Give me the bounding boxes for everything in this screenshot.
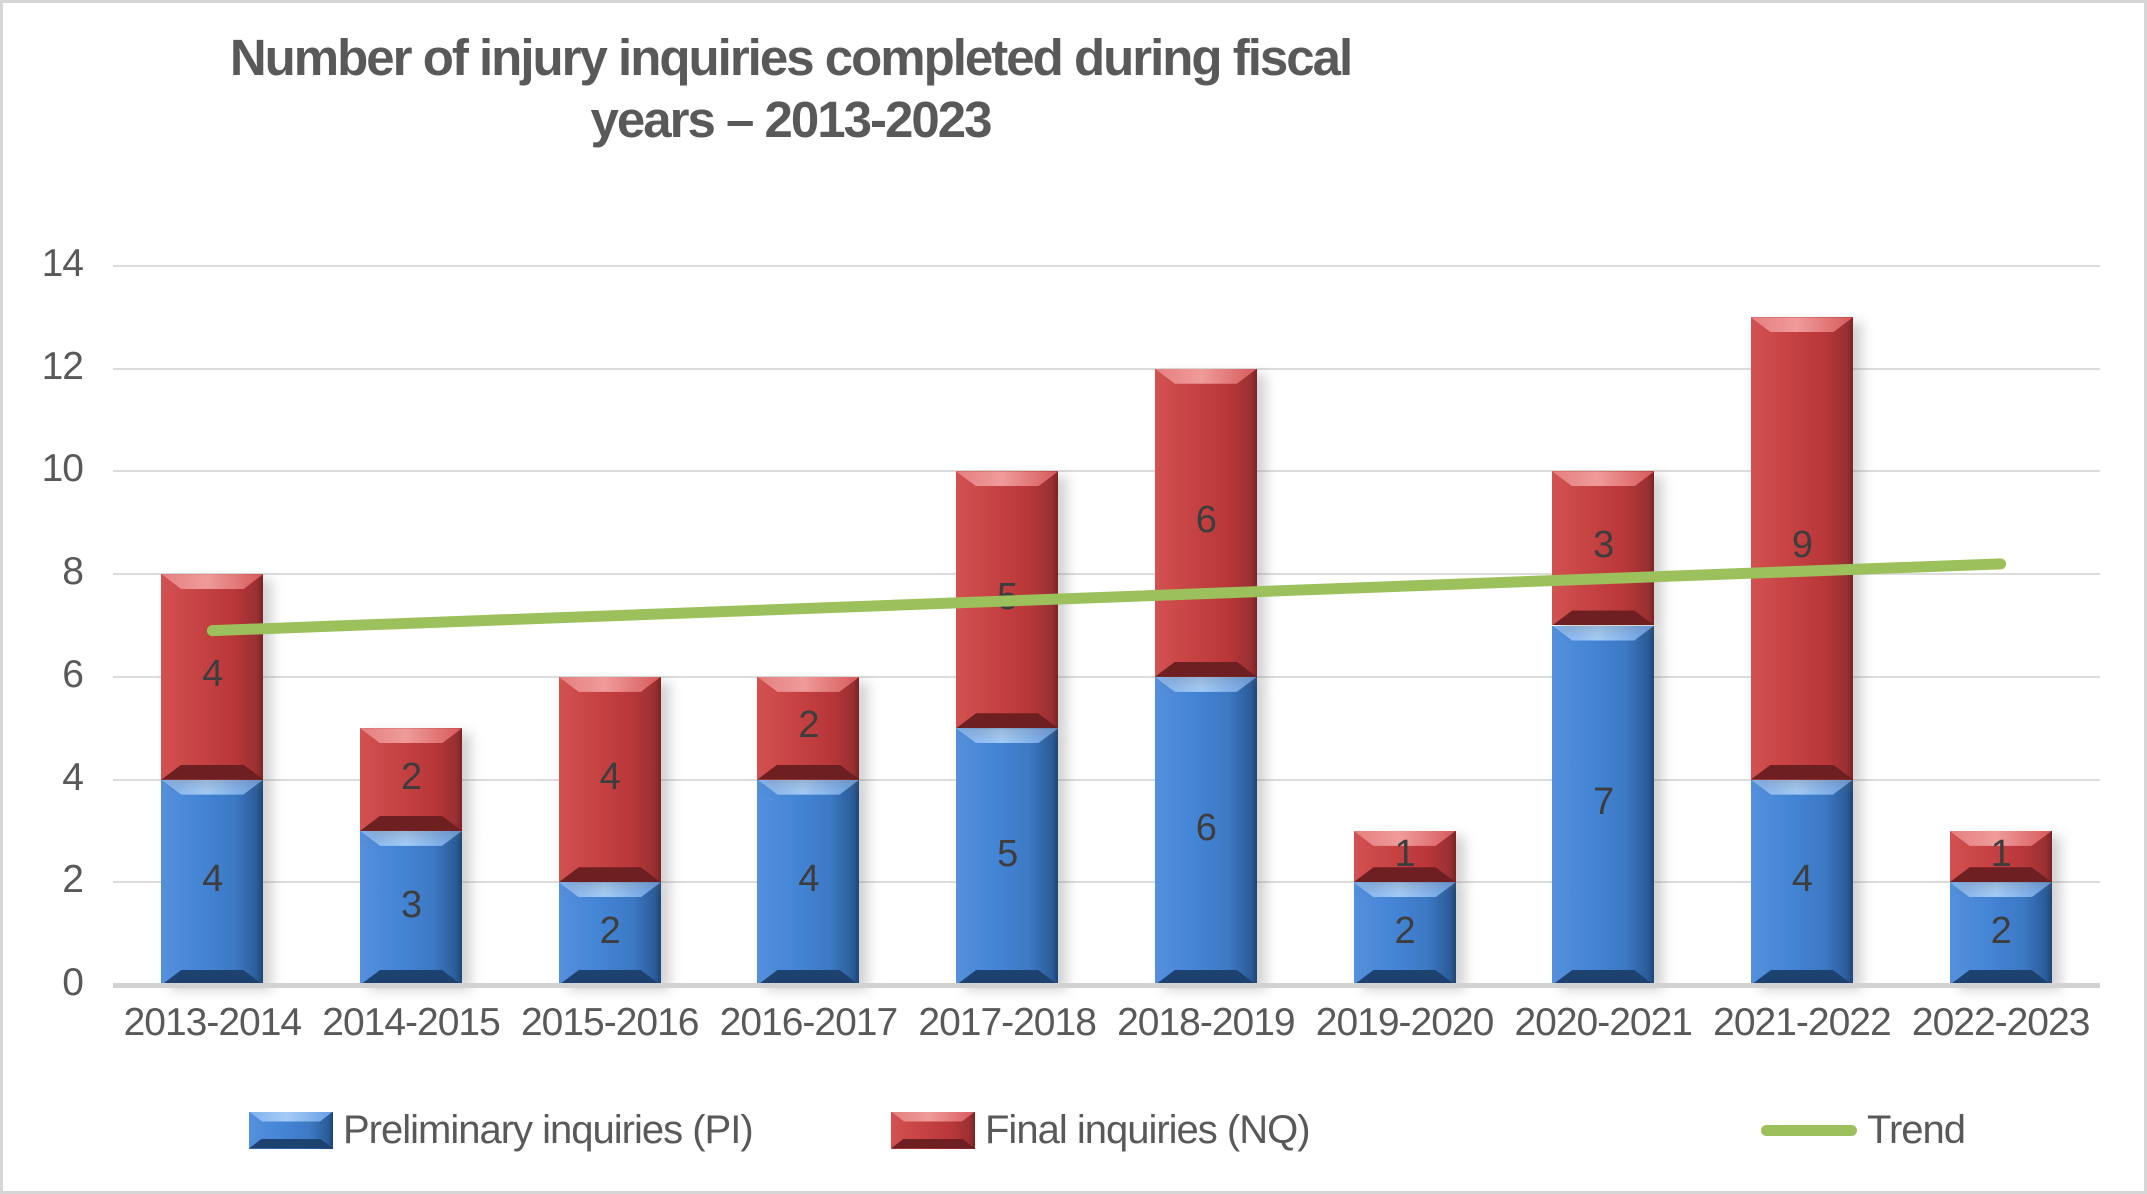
bar-segment-preliminary [161,779,264,985]
x-axis-label: 2019-2020 [1315,1001,1495,1044]
x-axis-label: 2013-2014 [123,1001,303,1044]
y-tick-label: 10 [41,447,84,491]
y-tick-label: 8 [62,550,84,594]
bar-value-label: 6 [1195,806,1217,849]
legend-item-preliminary: Preliminary inquiries (PI) [249,1104,754,1156]
bar-value-label: 5 [997,832,1018,875]
legend-label: Trend [1867,1107,1966,1152]
bar-segment-preliminary [1949,882,2052,985]
legend-label: Preliminary inquiries (PI) [343,1107,754,1152]
bar-value-label: 4 [599,755,621,798]
y-tick-label: 2 [62,858,84,902]
bar-value-label: 4 [1791,858,1813,901]
x-axis-label: 2021-2022 [1713,1001,1892,1044]
bar-segment-preliminary [956,728,1059,985]
legend-label: Final inquiries (NQ) [985,1107,1311,1152]
bar-value-label: 7 [1593,781,1614,824]
bar-segment-preliminary [1353,882,1456,985]
chart-title: Number of injury inquiries completed dur… [113,27,1468,151]
bar-value-label: 5 [997,575,1018,618]
bar-segment-final [757,676,860,780]
bar-segment-preliminary [360,830,463,985]
bar-segment-preliminary [757,779,860,985]
chart-title-line2: years – 2013-2023 [590,91,993,149]
y-tick-label: 4 [62,755,84,799]
bar-value-label: 3 [1593,524,1614,567]
bar-segment-final [558,676,661,883]
bar-value-label: 2 [798,704,819,747]
gridline [113,265,2100,267]
bar-value-label: 1 [1394,832,1415,875]
legend-item-final: Final inquiries (NQ) [891,1104,1311,1156]
bar-value-label: 2 [400,755,422,798]
bar-segment-final [1353,830,1456,883]
bar-value-label: 3 [400,883,422,926]
gridline [113,367,2100,370]
bar-value-label: 2 [599,909,621,952]
legend-line-green-icon [1761,1124,1857,1136]
x-axis-label: 2022-2023 [1911,1001,2091,1044]
legend-item-trend: Trend [1761,1104,1966,1156]
bar-value-label: 9 [1791,524,1813,567]
x-axis-label: 2016-2017 [719,1001,899,1044]
bar-value-label: 4 [798,858,819,901]
y-tick-label: 12 [41,344,84,388]
x-axis-label: 2018-2019 [1117,1001,1296,1044]
legend-swatch-blue-icon [249,1111,333,1149]
bar-value-label: 4 [202,858,223,901]
bar-value-label: 1 [1990,832,2012,875]
bar-segment-preliminary [1154,676,1257,985]
x-axis-label: 2014-2015 [322,1001,501,1044]
bar-segment-final [360,728,463,831]
legend: Preliminary inquiries (PI) Final inquiri… [3,1104,2144,1156]
bar-value-label: 6 [1195,498,1217,541]
gridline [113,675,2100,678]
bar-segment-final [1750,317,1853,780]
gridline [113,881,2100,884]
bar-segment-final [1949,830,2052,883]
bar-segment-preliminary [1552,625,1655,985]
x-axis-label: 2015-2016 [520,1001,700,1044]
y-tick-label: 14 [41,242,84,285]
bar-segment-preliminary [1750,779,1853,985]
x-axis-label: 2020-2021 [1514,1001,1693,1044]
gridline [113,778,2100,781]
chart-title-line1: Number of injury inquiries completed dur… [229,29,1353,86]
x-axis-label: 2017-2018 [918,1001,1097,1044]
gridline [113,470,2100,473]
bar-segment-preliminary [558,882,661,985]
x-axis-line [113,983,2100,988]
bar-value-label: 2 [1394,909,1415,952]
y-tick-label: 0 [62,961,84,1004]
bar-value-label: 4 [202,652,223,695]
y-tick-label: 6 [62,652,84,696]
bar-value-label: 2 [1990,909,2012,952]
legend-swatch-red-icon [891,1111,975,1149]
